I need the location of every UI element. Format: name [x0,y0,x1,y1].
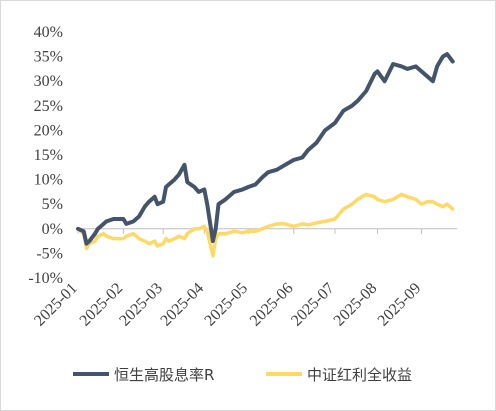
x-tick-label: 2025-02 [77,280,127,330]
x-tick-label: 2025-01 [31,280,81,330]
x-tick-label: 2025-04 [157,280,207,330]
x-tick-label: 2025-03 [116,280,166,330]
y-tick-label: 10% [34,172,63,189]
y-axis-ticks: 40% 35% 30% 25% 20% 15% 10% 5% 0% -5% -10% [28,24,63,287]
y-tick-label: -5% [36,245,63,262]
y-tick-label: 5% [42,196,63,213]
x-tick-label: 2025-08 [331,280,381,330]
y-tick-label: 0% [42,221,63,238]
series-line-csi-dividend [76,192,455,258]
legend-label: 中证红利全收益 [307,366,412,384]
x-tick-label: 2025-06 [247,280,297,330]
legend-label: 恒生高股息率R [114,366,214,384]
series-lines [76,52,455,258]
y-tick-label: 20% [34,122,63,139]
y-tick-label: 15% [34,147,63,164]
y-tick-label: 30% [34,73,63,90]
legend: 恒生高股息率R 中证红利全收益 [73,366,412,384]
x-axis: 2025-012025-022025-032025-042025-052025-… [31,228,457,330]
y-tick-label: 40% [34,24,63,41]
y-tick-label: -10% [28,270,63,287]
series-line-hsi-high-dividend [76,52,455,246]
x-tick-label: 2025-05 [201,280,251,330]
y-tick-label: 35% [34,49,63,66]
x-tick-label: 2025-07 [288,280,338,330]
y-tick-label: 25% [34,98,63,115]
x-tick-label: 2025-09 [375,280,425,330]
